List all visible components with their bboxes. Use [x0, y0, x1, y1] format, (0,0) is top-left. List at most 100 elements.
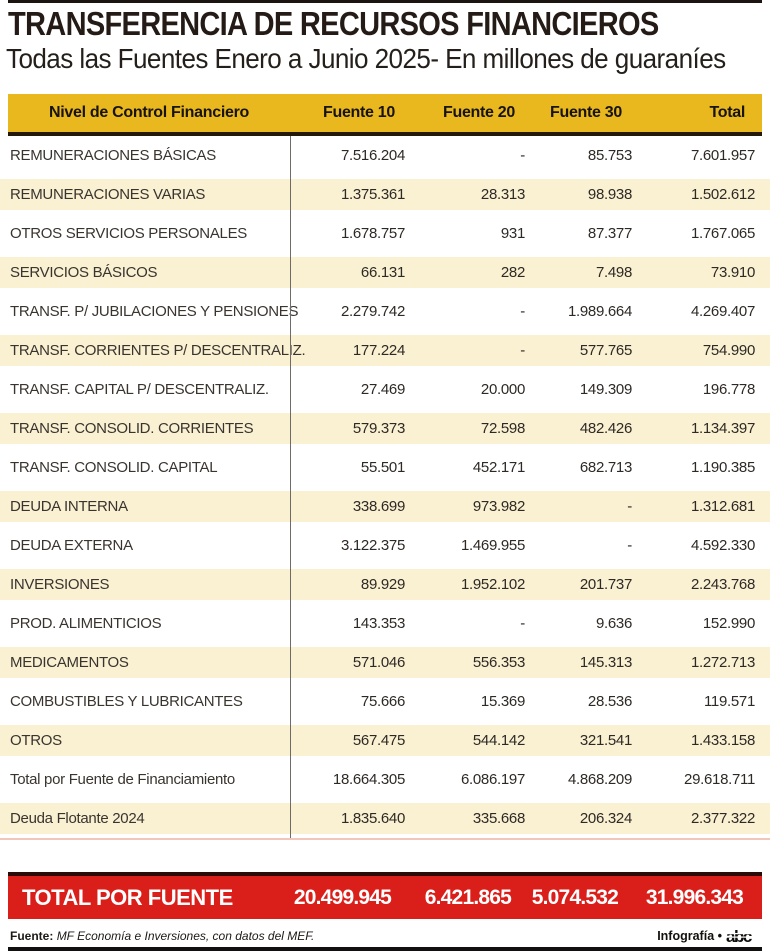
row-label: REMUNERACIONES VARIAS — [10, 186, 206, 203]
row-stripe — [0, 257, 770, 288]
table-row: REMUNERACIONES BÁSICAS 7.516.204 - 85.75… — [0, 136, 770, 175]
row-label: REMUNERACIONES BÁSICAS — [10, 147, 216, 164]
cell-fuente10: 75.666 — [360, 693, 405, 710]
row-label: TRANSF. P/ JUBILACIONES Y PENSIONES — [10, 303, 299, 320]
row-stripe — [0, 413, 770, 444]
cell-total: 196.778 — [702, 381, 755, 398]
cell-fuente10: 3.122.375 — [340, 537, 405, 554]
row-label: OTROS — [10, 732, 62, 749]
bottom-rule — [8, 947, 762, 951]
cell-fuente30: 482.426 — [579, 420, 632, 437]
row-label: Total por Fuente de Financiamiento — [10, 771, 235, 788]
row-label: INVERSIONES — [10, 576, 110, 593]
cell-fuente20: 1.469.955 — [460, 537, 525, 554]
cell-total: 2.377.322 — [690, 810, 755, 827]
table-row: REMUNERACIONES VARIAS 1.375.361 28.313 9… — [0, 175, 770, 214]
table-row: TRANSF. CONSOLID. CORRIENTES 579.373 72.… — [0, 409, 770, 448]
row-stripe — [0, 725, 770, 756]
cell-fuente10: 1.678.757 — [340, 225, 405, 242]
row-stripe — [0, 179, 770, 210]
cell-fuente10: 338.699 — [352, 498, 405, 515]
grand-total-fuente30: 5.074.532 — [531, 885, 619, 909]
cell-fuente20: 544.142 — [472, 732, 525, 749]
table-row: COMBUSTIBLES Y LUBRICANTES 75.666 15.369… — [0, 682, 770, 721]
cell-total: 1.272.713 — [690, 654, 755, 671]
table-row: TRANSF. P/ JUBILACIONES Y PENSIONES 2.27… — [0, 292, 770, 331]
cell-fuente10: 18.664.305 — [332, 771, 405, 788]
column-header-fuente10: Fuente 10 — [323, 104, 395, 121]
table-bottom-thin-rule — [0, 838, 770, 840]
cell-total: 119.571 — [703, 693, 755, 710]
cell-fuente30: - — [627, 498, 632, 515]
row-stripe — [0, 569, 770, 600]
cell-fuente20: 6.086.197 — [460, 771, 525, 788]
cell-total: 1.312.681 — [690, 498, 755, 515]
cell-total: 1.433.158 — [690, 732, 755, 749]
row-label: COMBUSTIBLES Y LUBRICANTES — [10, 693, 243, 710]
row-stripe — [0, 335, 770, 366]
cell-total: 4.592.330 — [690, 537, 755, 554]
table-row: TRANSF. CORRIENTES P/ DESCENTRALIZ. 177.… — [0, 331, 770, 370]
cell-total: 4.269.407 — [690, 303, 755, 320]
cell-fuente20: - — [520, 615, 525, 632]
cell-total: 1.502.612 — [690, 186, 755, 203]
cell-fuente30: 577.765 — [579, 342, 632, 359]
cell-total: 29.618.711 — [684, 771, 755, 788]
column-divider-line — [290, 136, 291, 840]
table-rows: REMUNERACIONES BÁSICAS 7.516.204 - 85.75… — [0, 136, 770, 838]
cell-total: 1.190.385 — [690, 459, 755, 476]
cell-fuente20: 72.598 — [480, 420, 525, 437]
column-header-nivel: Nivel de Control Financiero — [49, 104, 249, 121]
cell-fuente30: 149.309 — [579, 381, 632, 398]
cell-fuente10: 66.131 — [360, 264, 405, 281]
cell-fuente20: 452.171 — [472, 459, 525, 476]
table-row: PROD. ALIMENTICIOS 143.353 - 9.636 152.9… — [0, 604, 770, 643]
credit-line: Infografía • abc — [657, 927, 762, 946]
cell-fuente20: - — [520, 147, 525, 164]
cell-fuente20: 20.000 — [480, 381, 525, 398]
cell-fuente20: 15.369 — [480, 693, 525, 710]
source-text: MF Economía e Inversiones, con datos del… — [56, 929, 315, 943]
table-row: DEUDA INTERNA 338.699 973.982 - 1.312.68… — [0, 487, 770, 526]
cell-total: 7.601.957 — [690, 147, 755, 164]
row-label: SERVICIOS BÁSICOS — [10, 264, 158, 281]
cell-fuente20: 28.313 — [480, 186, 525, 203]
cell-total: 73.910 — [710, 264, 755, 281]
cell-fuente30: 28.536 — [587, 693, 632, 710]
cell-fuente10: 567.475 — [352, 732, 405, 749]
table-row: Total por Fuente de Financiamiento 18.66… — [0, 760, 770, 799]
row-label: Deuda Flotante 2024 — [10, 810, 145, 827]
cell-fuente20: 931 — [500, 225, 525, 242]
cell-fuente10: 1.835.640 — [340, 810, 405, 827]
cell-fuente30: 85.753 — [587, 147, 632, 164]
abc-color-logo: abc — [726, 927, 762, 946]
row-stripe — [0, 491, 770, 522]
table-row: OTROS 567.475 544.142 321.541 1.433.158 — [0, 721, 770, 760]
cell-fuente30: 145.313 — [579, 654, 632, 671]
row-label: DEUDA INTERNA — [10, 498, 128, 515]
row-label: TRANSF. CONSOLID. CORRIENTES — [10, 420, 254, 437]
row-label: PROD. ALIMENTICIOS — [10, 615, 162, 632]
cell-fuente20: 282 — [500, 264, 525, 281]
grand-total-label: TOTAL POR FUENTE — [22, 884, 233, 910]
column-header-total: Total — [709, 104, 745, 121]
credit-label: Infografía • — [657, 929, 722, 943]
source-label: Fuente: — [10, 929, 54, 943]
cell-fuente10: 1.375.361 — [340, 186, 405, 203]
cell-fuente30: 4.868.209 — [567, 771, 632, 788]
cell-fuente10: 27.469 — [360, 381, 405, 398]
cell-fuente10: 2.279.742 — [340, 303, 405, 320]
page-subtitle: Todas las Fuentes Enero a Junio 2025- En… — [6, 43, 726, 74]
row-label: MEDICAMENTOS — [10, 654, 129, 671]
cell-fuente10: 177.224 — [352, 342, 405, 359]
row-label: TRANSF. CAPITAL P/ DESCENTRALIZ. — [10, 381, 269, 398]
cell-fuente30: 9.636 — [595, 615, 632, 632]
cell-fuente10: 571.046 — [352, 654, 405, 671]
cell-fuente20: 556.353 — [472, 654, 525, 671]
top-rule — [8, 0, 762, 3]
table-header-row: Nivel de Control Financiero Fuente 10 Fu… — [8, 94, 762, 136]
cell-fuente30: 321.541 — [579, 732, 632, 749]
svg-text:abc: abc — [726, 928, 752, 944]
cell-fuente20: - — [520, 342, 525, 359]
grand-total-band: TOTAL POR FUENTE 20.499.945 6.421.865 5.… — [8, 872, 762, 919]
